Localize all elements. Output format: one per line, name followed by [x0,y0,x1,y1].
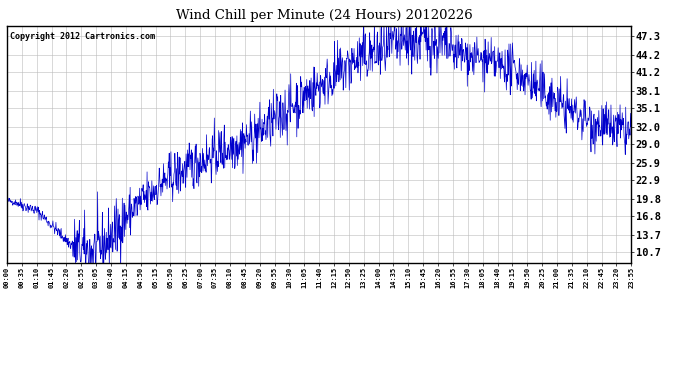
Text: Wind Chill per Minute (24 Hours) 20120226: Wind Chill per Minute (24 Hours) 2012022… [176,9,473,22]
Text: Copyright 2012 Cartronics.com: Copyright 2012 Cartronics.com [10,32,155,41]
